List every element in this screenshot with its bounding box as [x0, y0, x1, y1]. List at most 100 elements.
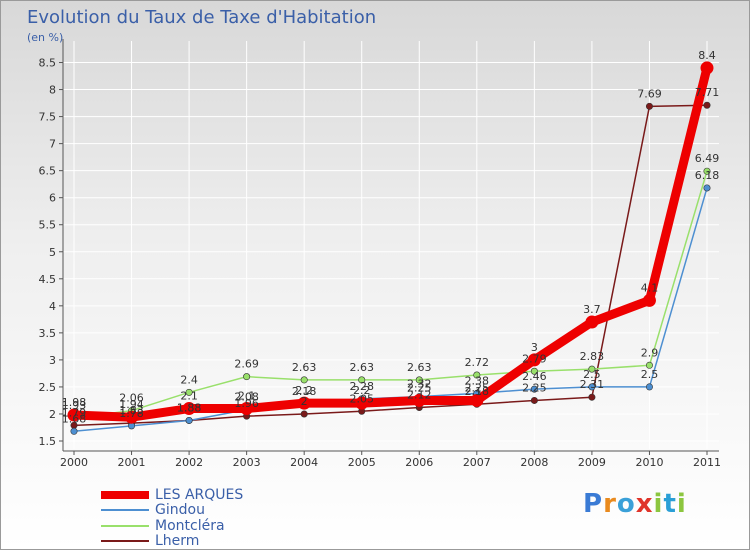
- legend-label-les-arques: LES ARQUES: [155, 486, 244, 503]
- data-label: 2.38: [465, 374, 490, 387]
- data-point: [588, 383, 596, 391]
- series-line-lherm: [73, 104, 708, 427]
- data-label: 1.88: [177, 401, 202, 414]
- data-label: 2.06: [119, 392, 144, 405]
- y-tick-label: 8: [49, 84, 56, 97]
- data-label: 1.98: [62, 396, 87, 409]
- y-tick-label: 1.5: [39, 435, 57, 448]
- data-label: 3: [531, 341, 538, 354]
- x-tick-label: 2003: [233, 456, 261, 469]
- legend-swatch-les-arques: [101, 490, 149, 499]
- data-point: [300, 410, 308, 418]
- x-tick-label: 2011: [693, 456, 721, 469]
- data-point: [67, 408, 81, 422]
- data-point: [700, 61, 714, 75]
- legend-item-les-arques: LES ARQUES: [101, 487, 243, 503]
- data-label: 2.5: [583, 368, 601, 381]
- chart-title: Evolution du Taux de Taxe d'Habitation: [27, 7, 377, 28]
- data-point: [588, 365, 596, 373]
- data-point: [703, 101, 711, 109]
- data-label: 2.79: [522, 352, 547, 365]
- data-label: 1.93: [62, 399, 87, 412]
- data-label: 2.32: [407, 378, 432, 391]
- data-point: [473, 371, 481, 379]
- data-point: [470, 393, 484, 407]
- legend-swatch-gindou: [101, 509, 149, 512]
- data-point: [415, 376, 423, 384]
- data-point: [297, 396, 311, 410]
- logo-letter: x: [635, 489, 654, 519]
- y-tick-label: 4.5: [39, 273, 57, 286]
- data-label: 2: [301, 395, 308, 408]
- data-label: 2.18: [292, 385, 317, 398]
- legend-label-lherm: Lherm: [155, 533, 200, 550]
- x-tick-label: 2005: [348, 456, 376, 469]
- x-tick-label: 2004: [290, 456, 318, 469]
- data-label: 2.2: [295, 384, 313, 397]
- legend-item-gindou: Gindou: [101, 502, 243, 519]
- legend-label-gindou: Gindou: [155, 502, 205, 519]
- y-tick-label: 6: [49, 192, 56, 205]
- x-tick-label: 2006: [405, 456, 433, 469]
- data-point: [645, 361, 653, 369]
- data-label: 2.4: [180, 373, 198, 386]
- data-label: 2.2: [353, 384, 371, 397]
- data-point: [527, 353, 541, 367]
- data-label: 1.83: [119, 404, 144, 417]
- data-label: 8.4: [698, 49, 716, 62]
- data-point: [530, 385, 538, 393]
- x-tick-label: 2008: [520, 456, 548, 469]
- data-label: 2.63: [407, 361, 432, 374]
- legend-item-montclera: Montcléra: [101, 518, 243, 534]
- data-label: 2.46: [522, 370, 547, 383]
- data-point: [412, 393, 426, 407]
- legend-swatch-montclera: [101, 524, 149, 527]
- legend-item-lherm: Lherm: [101, 533, 243, 550]
- data-point: [70, 427, 78, 435]
- y-tick-label: 5: [49, 246, 56, 259]
- data-label: 2.05: [349, 392, 374, 405]
- logo-letter: o: [616, 489, 636, 519]
- x-tick-label: 2009: [578, 456, 606, 469]
- data-point: [642, 293, 656, 307]
- data-label: 1.96: [234, 397, 259, 410]
- data-label: 2.5: [641, 368, 659, 381]
- data-label: 2.1: [238, 390, 256, 403]
- y-tick-label: 7: [49, 138, 56, 151]
- logo-letter: r: [603, 489, 617, 519]
- data-point: [530, 367, 538, 375]
- data-point: [300, 376, 308, 384]
- data-point: [703, 167, 711, 175]
- y-tick-label: 6.5: [39, 165, 57, 178]
- chart-subtitle: (en %): [27, 31, 64, 44]
- data-point: [182, 402, 196, 416]
- data-label: 2.72: [465, 356, 490, 369]
- data-point: [645, 102, 653, 110]
- data-point: [355, 396, 369, 410]
- data-label: 2.18: [465, 385, 490, 398]
- data-point: [530, 396, 538, 404]
- data-label: 1.88: [177, 401, 202, 414]
- data-point: [240, 402, 254, 416]
- data-point: [243, 373, 251, 381]
- logo-letter: t: [663, 489, 677, 519]
- x-tick-label: 2000: [60, 456, 88, 469]
- data-label: 2.69: [234, 358, 259, 371]
- data-point: [185, 416, 193, 424]
- data-point: [645, 383, 653, 391]
- data-label: 1.94: [119, 398, 144, 411]
- data-label: 2.63: [349, 361, 374, 374]
- series-line-les-arques: [69, 63, 712, 422]
- logo-letter: P: [583, 489, 604, 519]
- data-label: 2.1: [180, 390, 198, 403]
- data-label: 1.68: [62, 412, 87, 425]
- data-point: [125, 410, 139, 424]
- legend-swatch-lherm: [101, 540, 149, 543]
- data-point: [588, 393, 596, 401]
- data-label: 4.1: [641, 281, 659, 294]
- legend-label-montclera: Montcléra: [155, 517, 225, 534]
- data-label: 2.25: [407, 381, 432, 394]
- legend: LES ARQUES Gindou Montcléra Lherm: [101, 487, 243, 549]
